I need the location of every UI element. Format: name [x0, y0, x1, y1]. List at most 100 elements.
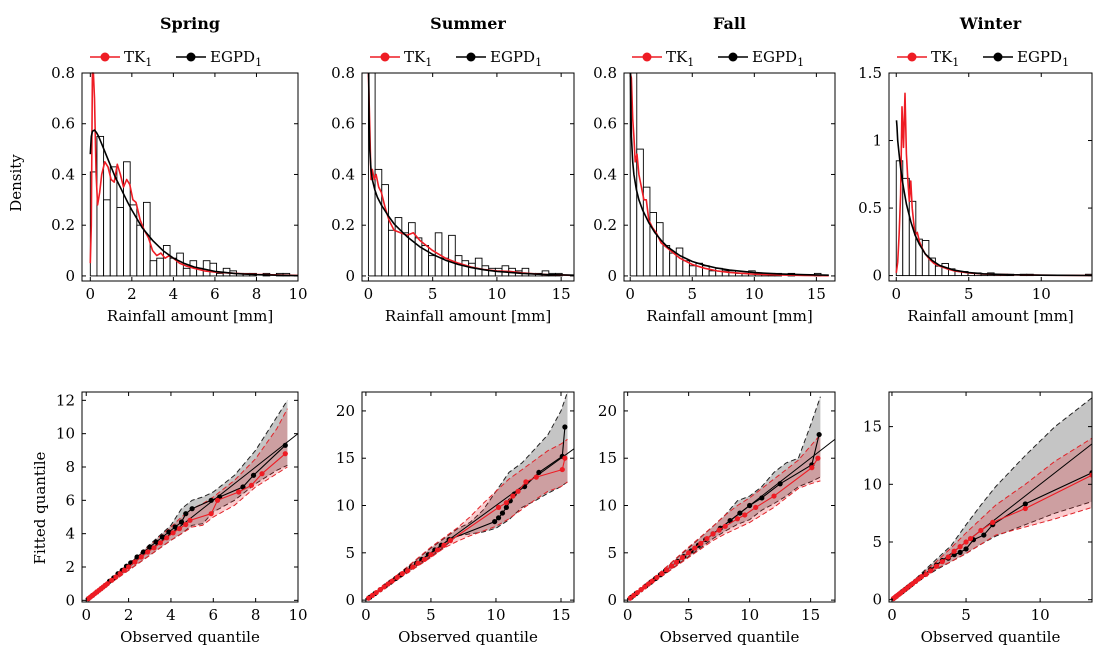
legend-label-subscript: 1 — [535, 56, 542, 69]
legend-label-subscript: 1 — [952, 56, 959, 69]
tk1-quantile-point — [434, 547, 441, 553]
tk1-confidence-band-fill — [627, 434, 821, 601]
histogram-bar — [103, 199, 111, 277]
x-tick-label: 10 — [740, 606, 759, 624]
tk1-quantile-point — [523, 479, 529, 485]
y-tick-label: 0.6 — [51, 115, 75, 133]
histogram-bar — [649, 212, 657, 277]
tk1-quantile-point — [668, 563, 675, 569]
tk1-quantile-point — [679, 554, 686, 561]
egpd1-density-line — [629, 72, 829, 276]
egpd1-confidence-band-lower-edge — [365, 481, 568, 601]
legend-entry: EGPD1 — [983, 48, 1069, 69]
tk1-quantile-point — [692, 545, 698, 551]
legend-label-text: EGPD — [210, 48, 255, 66]
tk1-confidence-band-upper-edge — [85, 408, 288, 601]
tk1-quantile-point — [649, 578, 655, 584]
egpd1-confidence-band-lower-edge — [891, 501, 1092, 601]
egpd1-quantile-point — [134, 554, 140, 560]
tk1-quantile-point — [151, 545, 157, 551]
qq-plot-area — [627, 396, 835, 601]
y-tick-label: 15 — [598, 449, 617, 467]
tk1-quantile-point — [673, 559, 680, 565]
legend-marker — [907, 52, 917, 62]
tk1-quantile-point — [447, 537, 454, 544]
tk1-quantile-point — [421, 556, 428, 563]
x-tick-label: 0 — [625, 285, 635, 303]
plot-frame — [888, 72, 1093, 282]
egpd1-quantile-point — [521, 483, 528, 490]
y-tick-label: 0 — [872, 591, 882, 609]
y-tick-label: 0.5 — [858, 199, 882, 217]
x-axis-label: Rainfall amount [mm] — [646, 307, 812, 325]
tk1-quantile-point — [176, 526, 183, 532]
x-tick-label: 0 — [891, 285, 901, 303]
y-tick-label: 0.4 — [51, 165, 75, 183]
egpd1-quantile-point — [562, 424, 568, 430]
y-tick-label: 1.5 — [858, 64, 882, 82]
tk1-quantile-point — [664, 567, 670, 573]
legend-marker — [466, 52, 476, 62]
egpd1-quantile-point — [499, 510, 506, 516]
y-tick-label: 10 — [863, 475, 882, 493]
x-axis-label: Rainfall amount [mm] — [907, 307, 1073, 325]
tk1-quantile-point — [634, 589, 641, 596]
egpd1-quantile-point — [178, 519, 185, 525]
tk1-quantile-point — [978, 527, 984, 534]
egpd1-confidence-band-fill — [892, 397, 1092, 600]
egpd1-quantile-point — [737, 510, 743, 516]
x-tick-label: 5 — [684, 606, 694, 624]
tk1-quantile-point — [923, 571, 929, 577]
tk1-quantile-point — [659, 571, 665, 577]
tk1-quantile-point — [510, 493, 516, 499]
tk1-confidence-band-lower-edge — [627, 480, 821, 601]
histogram-bar — [109, 166, 118, 277]
histogram-bar — [202, 260, 211, 277]
legend-label-text: EGPD — [490, 48, 535, 66]
tk1-quantile-point — [927, 568, 934, 574]
tk1-quantile-point — [716, 527, 722, 533]
y-tick-label: 15 — [863, 418, 882, 436]
legend-entry: TK1 — [90, 48, 152, 69]
x-axis-label: Rainfall amount [mm] — [107, 307, 273, 325]
tk1-quantile-point — [248, 482, 255, 488]
legend-label: TK1 — [666, 48, 694, 69]
x-tick-label: 10 — [486, 606, 505, 624]
legend-marker — [380, 52, 390, 62]
plot-frame — [81, 391, 299, 603]
legend-label-subscript: 1 — [145, 56, 152, 69]
egpd1-density-line — [895, 120, 1093, 277]
tk1-quantile-point — [495, 504, 502, 511]
x-tick-label: 10 — [288, 285, 307, 303]
histogram-bar — [461, 260, 470, 277]
egpd1-quantile-point — [147, 544, 153, 550]
egpd1-quantile-point — [240, 484, 246, 490]
tk1-quantile-point — [1089, 472, 1092, 478]
legend-label: EGPD1 — [1017, 48, 1069, 69]
egpd1-quantile-point — [981, 532, 987, 538]
y-tick-label: 15 — [336, 449, 355, 467]
egpd1-density-line — [367, 72, 575, 276]
tk1-quantile-point — [381, 584, 387, 590]
x-tick-label: 0 — [81, 606, 91, 624]
egpd1-quantile-point — [536, 469, 542, 476]
tk1-quantile-point — [957, 544, 963, 550]
x-tick-label: 10 — [1031, 606, 1050, 624]
panel-title: Fall — [713, 14, 746, 33]
x-tick-label: 10 — [1032, 285, 1051, 303]
egpd1-quantile-point — [189, 506, 195, 512]
tk1-quantile-point — [365, 595, 372, 601]
tk1-quantile-point — [734, 516, 741, 522]
x-axis-label: Observed quantile — [660, 628, 800, 646]
legend-marker — [186, 52, 196, 62]
tk1-quantile-point — [236, 489, 242, 495]
egpd1-confidence-band-upper-edge — [85, 400, 288, 601]
tk1-quantile-point — [963, 539, 969, 545]
egpd1-quantile-point — [282, 442, 288, 448]
tk1-confidence-band-upper-edge — [365, 438, 568, 601]
y-tick-label: 0.8 — [593, 64, 617, 82]
legend-entry: EGPD1 — [176, 48, 262, 69]
tk1-quantile-point — [704, 536, 710, 542]
y-tick-label: 20 — [598, 402, 617, 420]
